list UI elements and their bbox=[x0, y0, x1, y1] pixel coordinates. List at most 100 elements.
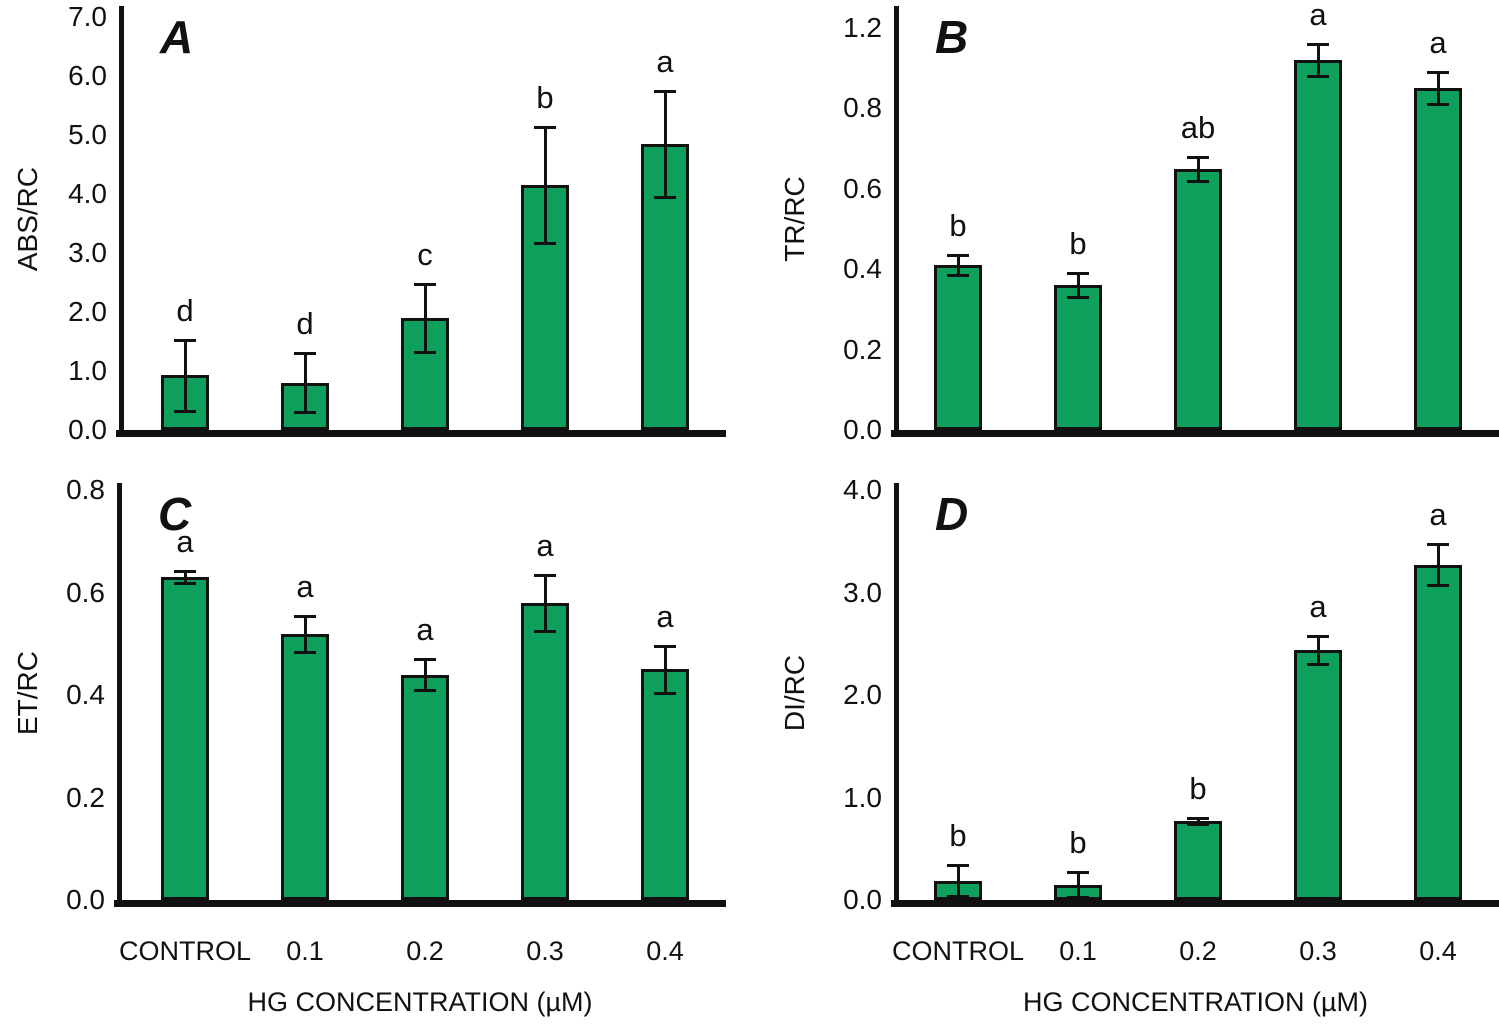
x-axis-line bbox=[891, 430, 1499, 437]
y-axis-title: TR/RC bbox=[779, 176, 810, 262]
error-bar-line bbox=[956, 255, 960, 276]
error-bar-cap-top bbox=[1187, 817, 1209, 821]
y-axis-title: ET/RC bbox=[12, 650, 43, 735]
error-bar-cap-bottom bbox=[294, 650, 316, 654]
error-bar-cap-bottom bbox=[654, 691, 676, 695]
significance-letter: ab bbox=[1180, 109, 1216, 145]
significance-letter: a bbox=[656, 599, 674, 635]
panel-letter: A bbox=[160, 11, 194, 63]
error-bar-line bbox=[1076, 273, 1080, 298]
error-bar-line bbox=[1196, 818, 1200, 825]
bar bbox=[934, 265, 982, 430]
error-bar-line bbox=[1436, 72, 1440, 105]
x-tick-label: 0.3 bbox=[1299, 936, 1337, 966]
significance-letter: a bbox=[416, 612, 434, 648]
error-bar-cap-bottom bbox=[1187, 179, 1209, 183]
significance-letter: b bbox=[1069, 226, 1087, 262]
error-bar-cap-bottom bbox=[1187, 823, 1209, 827]
error-bar-cap-bottom bbox=[174, 582, 196, 586]
x-tick-label: 0.2 bbox=[1179, 936, 1217, 966]
error-bar-line bbox=[423, 659, 427, 690]
error-bar-cap-top bbox=[294, 614, 316, 618]
y-tick-label: 6.0 bbox=[68, 59, 107, 91]
x-tick-label: CONTROL bbox=[118, 936, 251, 966]
panel-letter: D bbox=[935, 488, 969, 540]
error-bar-cap-top bbox=[654, 645, 676, 649]
x-axis-title: HG CONCENTRATION (µM) bbox=[247, 987, 593, 1017]
y-tick-label: 0.0 bbox=[843, 884, 882, 915]
error-bar-line bbox=[663, 90, 667, 197]
error-bar-line bbox=[423, 283, 427, 353]
error-bar-cap-top bbox=[414, 282, 436, 286]
significance-letter: a bbox=[176, 524, 194, 560]
error-bar-line bbox=[183, 571, 187, 584]
significance-letter: c bbox=[417, 236, 433, 272]
error-bar-cap-top bbox=[947, 864, 969, 868]
error-bar-cap-bottom bbox=[1067, 296, 1089, 300]
error-bar-cap-bottom bbox=[1427, 103, 1449, 107]
error-bar-cap-top bbox=[1067, 871, 1089, 875]
error-bar-cap-top bbox=[1307, 634, 1329, 638]
x-tick-label: 0.4 bbox=[1419, 936, 1457, 966]
y-tick-label: 7.0 bbox=[68, 0, 107, 32]
bar bbox=[641, 669, 689, 900]
y-tick-label: 2.0 bbox=[843, 679, 882, 711]
y-tick-label: 0.2 bbox=[66, 781, 105, 813]
y-tick-label: 4.0 bbox=[843, 474, 882, 506]
error-bar-cap-bottom bbox=[1067, 895, 1089, 899]
panel-letter: B bbox=[935, 11, 969, 63]
error-bar-cap-top bbox=[414, 658, 436, 662]
error-bar-cap-bottom bbox=[534, 241, 556, 245]
bar bbox=[281, 633, 329, 900]
bar bbox=[1174, 168, 1222, 430]
error-bar-line bbox=[1316, 635, 1320, 665]
bar bbox=[1414, 88, 1462, 430]
error-bar-cap-bottom bbox=[1427, 584, 1449, 588]
error-bar-cap-bottom bbox=[294, 411, 316, 415]
y-axis-title: DI/RC bbox=[779, 654, 810, 731]
bar bbox=[521, 602, 569, 900]
bar bbox=[401, 674, 449, 900]
y-tick-label: 0.0 bbox=[843, 414, 882, 445]
error-bar-line bbox=[1436, 544, 1440, 586]
error-bar-cap-bottom bbox=[414, 688, 436, 692]
error-bar-cap-top bbox=[534, 573, 556, 577]
error-bar-cap-top bbox=[174, 570, 196, 574]
error-bar-line bbox=[543, 127, 547, 243]
x-axis-title: HG CONCENTRATION (µM) bbox=[1022, 987, 1369, 1017]
error-bar-line bbox=[1076, 872, 1080, 897]
significance-letter: a bbox=[1309, 0, 1327, 33]
significance-letter: d bbox=[296, 306, 314, 342]
significance-letter: d bbox=[176, 292, 194, 328]
y-axis-title: ABS/RC bbox=[12, 166, 43, 272]
significance-letter: a bbox=[1309, 588, 1327, 624]
error-bar-cap-top bbox=[1427, 71, 1449, 75]
error-bar-cap-bottom bbox=[947, 274, 969, 278]
error-bar-line bbox=[303, 615, 307, 652]
significance-letter: a bbox=[1429, 25, 1447, 61]
x-tick-label: 0.4 bbox=[646, 936, 684, 966]
error-bar-cap-top bbox=[294, 352, 316, 356]
y-tick-label: 0.8 bbox=[66, 474, 105, 506]
y-tick-label: 1.0 bbox=[68, 354, 107, 386]
error-bar-cap-bottom bbox=[654, 195, 676, 199]
error-bar-cap-top bbox=[947, 254, 969, 258]
error-bar-cap-top bbox=[654, 89, 676, 93]
significance-letter: a bbox=[1429, 497, 1447, 533]
error-bar-cap-top bbox=[1187, 155, 1209, 159]
y-tick-label: 0.4 bbox=[843, 253, 882, 285]
bar bbox=[1054, 285, 1102, 430]
y-tick-label: 3.0 bbox=[68, 236, 107, 268]
panel-letter: C bbox=[158, 488, 192, 540]
x-axis-line bbox=[891, 900, 1499, 907]
y-axis-line bbox=[894, 6, 899, 437]
error-bar-line bbox=[1196, 156, 1200, 181]
error-bar-line bbox=[956, 865, 960, 896]
error-bar-cap-bottom bbox=[1307, 75, 1329, 79]
y-tick-label: 0.4 bbox=[66, 679, 105, 711]
significance-letter: b bbox=[949, 208, 967, 244]
significance-letter: b bbox=[536, 80, 554, 116]
y-tick-label: 4.0 bbox=[68, 177, 107, 209]
y-tick-label: 0.2 bbox=[843, 333, 882, 365]
